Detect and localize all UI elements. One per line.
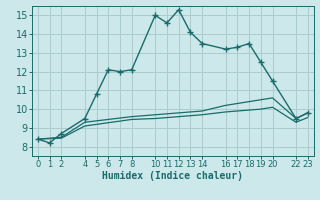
X-axis label: Humidex (Indice chaleur): Humidex (Indice chaleur) <box>102 171 243 181</box>
